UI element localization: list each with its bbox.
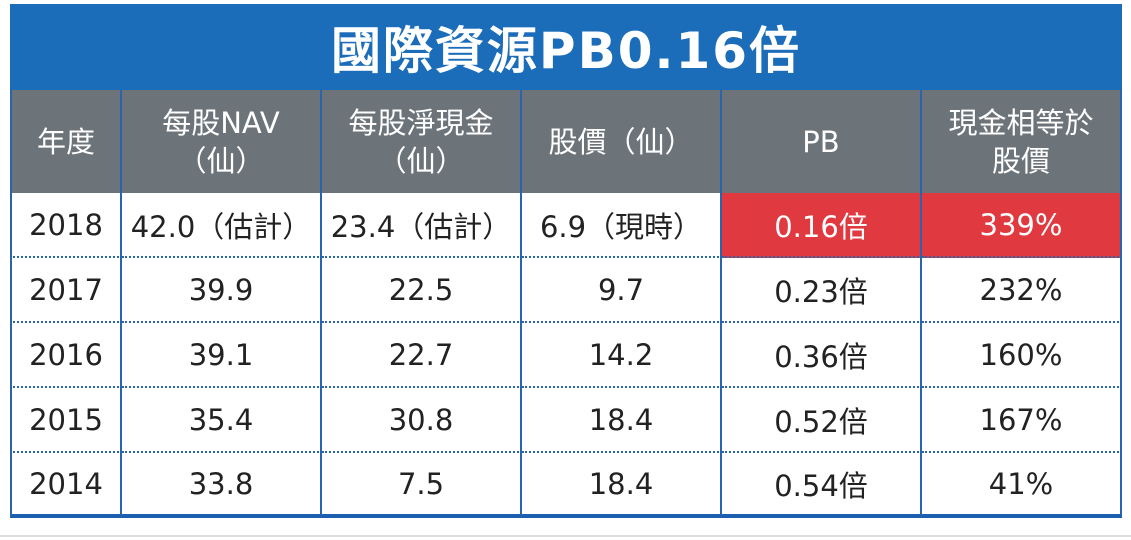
header-text: 股價（仙） <box>548 124 694 159</box>
title: 國際資源PB0.16倍 <box>10 4 1122 90</box>
data-cell: 39.9 <box>122 258 322 323</box>
data-cell: 2016 <box>10 323 122 388</box>
data-cell: 23.4（估計） <box>322 193 522 258</box>
header-text: 每股淨現金 <box>348 105 494 140</box>
data-cell: 160% <box>922 323 1122 388</box>
data-row: 2018 42.0（估計） 23.4（估計） 6.9（現時） 0.16倍 339% <box>10 193 1122 258</box>
data-cell: 2014 <box>10 453 122 518</box>
header-text: 股價 <box>991 143 1050 178</box>
data-cell: 339% <box>922 193 1122 258</box>
header-cell: 股價（仙） <box>522 90 722 193</box>
data-cell: 2018 <box>10 193 122 258</box>
data-cell: 39.1 <box>122 323 322 388</box>
header-text: （仙） <box>377 143 465 178</box>
data-cell: 41% <box>922 453 1122 518</box>
data-row: 2014 33.8 7.5 18.4 0.54倍 41% <box>10 453 1122 518</box>
data-cell: 35.4 <box>122 388 322 453</box>
header-text: （仙） <box>177 143 265 178</box>
data-cell: 22.5 <box>322 258 522 323</box>
data-cell: 0.52倍 <box>722 388 922 453</box>
data-cell: 42.0（估計） <box>122 193 322 258</box>
header-text: PB <box>802 124 840 159</box>
data-cell: 0.54倍 <box>722 453 922 518</box>
header-row: 年度 每股NAV （仙） 每股淨現金 （仙） 股價（仙） PB 現金相等於 股價 <box>10 90 1122 193</box>
data-cell: 22.7 <box>322 323 522 388</box>
header-text: 每股NAV <box>162 105 280 140</box>
header-cell: PB <box>722 90 922 193</box>
data-cell: 18.4 <box>522 453 722 518</box>
data-cell: 14.2 <box>522 323 722 388</box>
data-row: 2015 35.4 30.8 18.4 0.52倍 167% <box>10 388 1122 453</box>
header-cell: 每股NAV （仙） <box>122 90 322 193</box>
data-cell: 232% <box>922 258 1122 323</box>
header-cell: 現金相等於 股價 <box>922 90 1122 193</box>
table: 年度 每股NAV （仙） 每股淨現金 （仙） 股價（仙） PB 現金相等於 股價 2018 42.0… <box>10 90 1122 518</box>
data-cell: 33.8 <box>122 453 322 518</box>
data-cell: 0.36倍 <box>722 323 922 388</box>
data-row: 2016 39.1 22.7 14.2 0.36倍 160% <box>10 323 1122 388</box>
data-cell: 18.4 <box>522 388 722 453</box>
data-cell: 6.9（現時） <box>522 193 722 258</box>
data-cell: 7.5 <box>322 453 522 518</box>
header-cell: 年度 <box>10 90 122 193</box>
data-cell: 30.8 <box>322 388 522 453</box>
header-text: 年度 <box>36 124 95 159</box>
data-cell: 9.7 <box>522 258 722 323</box>
data-cell: 2015 <box>10 388 122 453</box>
header-text: 現金相等於 <box>948 105 1094 140</box>
data-cell: 167% <box>922 388 1122 453</box>
header-cell: 每股淨現金 （仙） <box>322 90 522 193</box>
data-cell: 0.23倍 <box>722 258 922 323</box>
data-cell: 2017 <box>10 258 122 323</box>
data-row: 2017 39.9 22.5 9.7 0.23倍 232% <box>10 258 1122 323</box>
footer-rule <box>0 535 1131 537</box>
data-cell: 0.16倍 <box>722 193 922 258</box>
